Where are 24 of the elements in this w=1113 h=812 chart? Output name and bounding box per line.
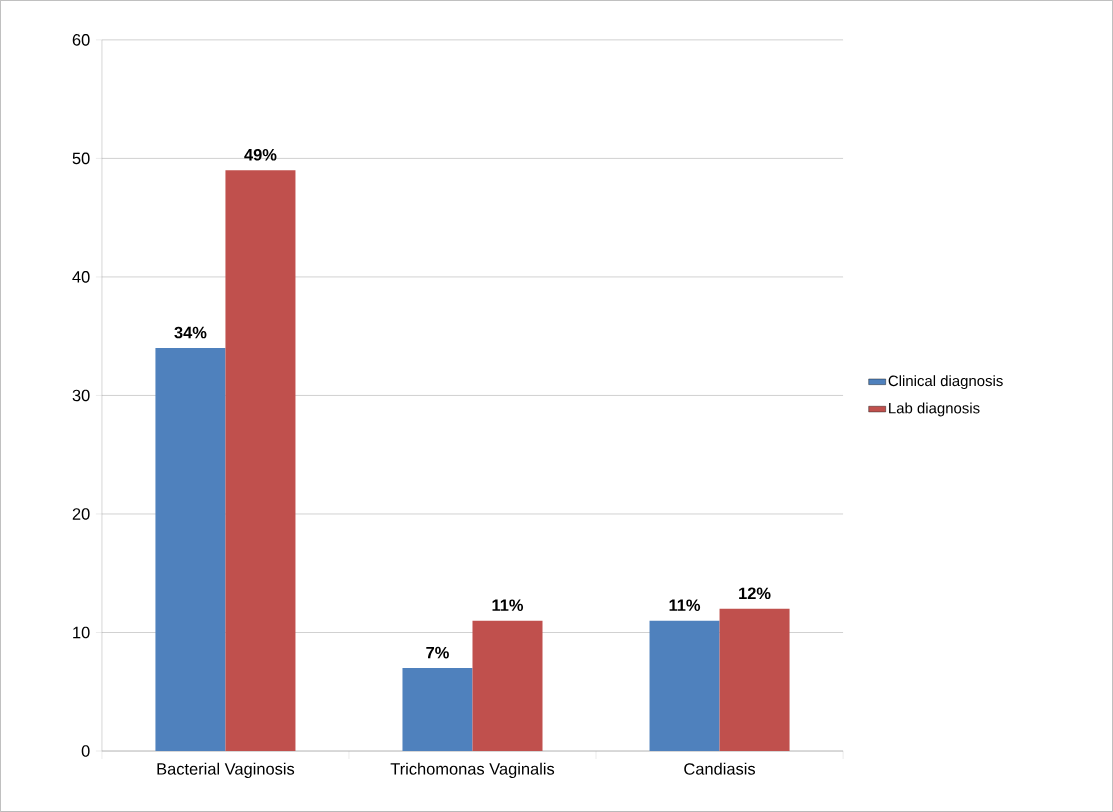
bar (719, 608, 790, 752)
data-label: 11% (492, 599, 524, 611)
y-tick-label: 60 (72, 34, 90, 46)
x-tick-label: Trichomonas Vaginalis (390, 762, 555, 779)
bar (472, 620, 543, 752)
data-label: 7% (426, 646, 449, 659)
bar (155, 348, 226, 752)
data-label: 49% (244, 148, 277, 161)
bar (649, 620, 720, 752)
y-tick-label: 40 (72, 271, 90, 283)
bar (402, 668, 473, 752)
y-tick-label: 20 (72, 508, 90, 520)
y-tick-label: 0 (81, 745, 90, 757)
data-label: 34% (174, 326, 207, 339)
data-label: 12% (739, 587, 771, 600)
y-tick-label: 10 (73, 626, 90, 639)
bar (225, 170, 296, 752)
legend-label: Lab diagnosis (889, 402, 980, 417)
y-tick-label: 50 (72, 152, 90, 165)
legend-label: Clinical diagnosis (888, 375, 1003, 390)
x-tick-label: Candiasis (684, 762, 756, 775)
data-label: 11% (669, 599, 701, 611)
y-tick-label: 30 (72, 389, 90, 402)
x-tick-label: Bacterial Vaginosis (157, 762, 295, 779)
